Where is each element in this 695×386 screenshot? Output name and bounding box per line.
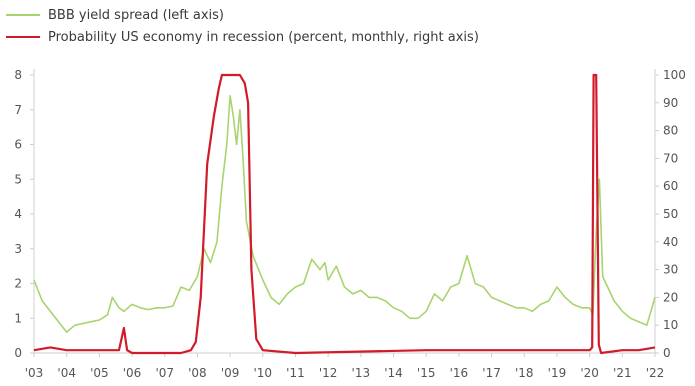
x-tick-label: '11 [286, 366, 305, 380]
y-right-tick-label: 70 [663, 151, 678, 165]
y-left-tick-label: 2 [14, 277, 22, 291]
y-right-tick-label: 90 [663, 96, 678, 110]
x-tick-label: '04 [57, 366, 76, 380]
x-tick-label: '13 [352, 366, 371, 380]
x-tick-label: '22 [646, 366, 665, 380]
y-left-tick-label: 5 [14, 172, 22, 186]
series-line-bbb-spread [33, 95, 656, 333]
x-tick-label: '03 [25, 366, 44, 380]
x-tick-label: '19 [548, 366, 567, 380]
x-tick-label: '14 [384, 366, 403, 380]
x-tick-label: '05 [90, 366, 109, 380]
x-tick-label: '15 [417, 366, 436, 380]
legend: BBB yield spread (left axis) Probability… [6, 4, 479, 48]
legend-label-recession: Probability US economy in recession (per… [48, 29, 479, 45]
y-right-tick-label: 10 [663, 318, 678, 332]
legend-swatch-bbb [6, 14, 40, 16]
legend-item-bbb: BBB yield spread (left axis) [6, 4, 479, 26]
x-tick-label: '20 [580, 366, 599, 380]
x-tick-label: '12 [319, 366, 338, 380]
y-right-tick-label: 50 [663, 207, 678, 221]
y-right-tick-label: 100 [663, 68, 686, 82]
y-right-tick-label: 60 [663, 179, 678, 193]
x-tick-label: '21 [613, 366, 632, 380]
y-right-tick-label: 40 [663, 235, 678, 249]
x-tick-label: '16 [450, 366, 469, 380]
x-tick-label: '18 [515, 366, 534, 380]
x-tick-label: '10 [254, 366, 273, 380]
y-left-tick-label: 1 [14, 311, 22, 325]
y-right-tick-label: 0 [663, 346, 671, 360]
series-line-recession-probability [33, 73, 656, 355]
y-left-tick-label: 6 [14, 138, 22, 152]
x-tick-label: '06 [123, 366, 142, 380]
x-tick-label: '09 [221, 366, 240, 380]
x-tick-label: '17 [482, 366, 501, 380]
legend-label-bbb: BBB yield spread (left axis) [48, 7, 224, 23]
y-right-tick-label: 80 [663, 124, 678, 138]
y-left-tick-label: 4 [14, 207, 22, 221]
x-tick-label: '07 [155, 366, 174, 380]
legend-item-recession: Probability US economy in recession (per… [6, 26, 479, 48]
y-left-tick-label: 8 [14, 68, 22, 82]
x-tick-label: '08 [188, 366, 207, 380]
legend-swatch-recession [6, 36, 40, 38]
y-right-tick-label: 30 [663, 263, 678, 277]
y-left-tick-label: 3 [14, 242, 22, 256]
y-left-tick-label: 0 [14, 346, 22, 360]
y-left-tick-label: 7 [14, 103, 22, 117]
y-right-tick-label: 20 [663, 290, 678, 304]
